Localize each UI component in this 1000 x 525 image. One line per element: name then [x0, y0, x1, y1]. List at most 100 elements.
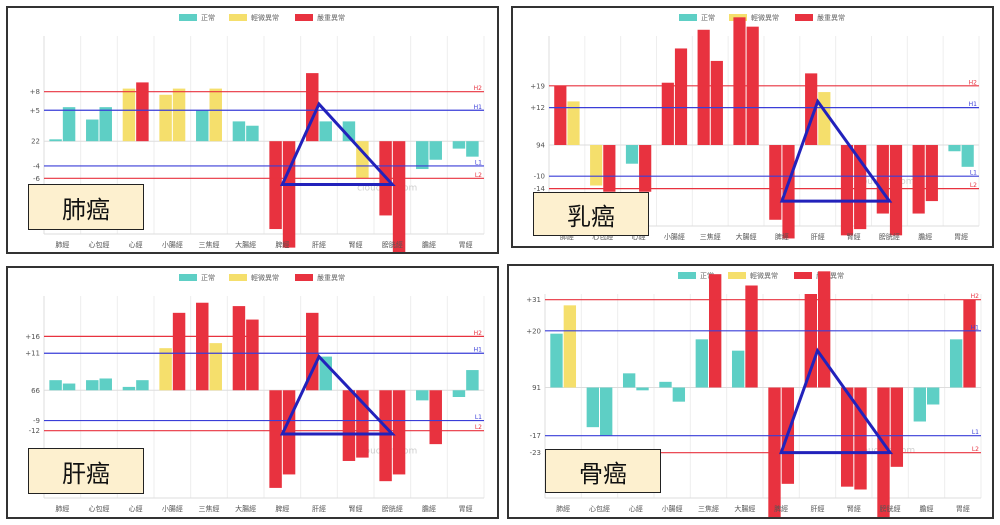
bar [209, 343, 222, 391]
bar [963, 299, 976, 388]
x-tick-label: 小腸經 [664, 232, 685, 241]
x-tick-label: 胃經 [954, 232, 968, 241]
chart-panel-liver: 正常輕微異常嚴重異常cloudcm.comH2+16H1+11L1-9L2-12… [6, 266, 499, 519]
y-tick-label: -17 [530, 432, 541, 440]
bar [122, 88, 136, 142]
cancer-label-lung: 肺癌 [28, 184, 144, 230]
bar [818, 271, 831, 388]
legend-label: 輕微異常 [750, 271, 778, 280]
reference-line-name: L1 [475, 414, 482, 421]
x-tick-label: 三焦經 [199, 240, 220, 249]
x-tick-label: 肺經 [556, 504, 570, 513]
bar [246, 319, 259, 391]
bar [429, 141, 442, 160]
triangle-annotation [280, 101, 396, 186]
y-tick-label: +11 [25, 350, 40, 358]
x-tick-label: 三焦經 [698, 504, 719, 513]
x-tick-label: 膀胱經 [879, 232, 900, 241]
legend-swatch [679, 14, 697, 21]
x-tick-label: 胃經 [459, 240, 473, 249]
y-tick-label: +31 [526, 296, 541, 304]
x-tick-label: 脾經 [775, 232, 789, 241]
bar [550, 333, 563, 388]
reference-line-name: H2 [969, 79, 978, 86]
x-tick-label: 心包經 [589, 504, 610, 513]
bar [590, 145, 603, 186]
x-tick-label: 肺經 [55, 240, 69, 249]
reference-line-name: H1 [474, 104, 483, 111]
legend-label: 嚴重異常 [817, 13, 845, 22]
y-tick-baseline: 94 [536, 142, 545, 150]
bar [86, 380, 99, 391]
legend-swatch [795, 14, 813, 21]
bar [622, 373, 636, 388]
bar [949, 339, 963, 388]
legend-swatch [229, 14, 247, 21]
bar [672, 387, 686, 402]
x-tick-label: 膀胱經 [382, 240, 403, 249]
bar [196, 110, 209, 142]
bar [567, 101, 580, 146]
bar [961, 145, 974, 167]
bar [392, 390, 406, 475]
x-tick-label: 腎經 [847, 504, 861, 513]
bar [840, 145, 854, 236]
bar [913, 387, 926, 422]
chart-panel-bone: 正常輕微異常嚴重異常cloudcm.comH2+31H1+20L1-17L2-2… [507, 264, 994, 519]
bar [466, 370, 479, 391]
y-tick-label: +8 [30, 88, 40, 96]
bar [99, 378, 112, 391]
reference-line-name: H1 [971, 324, 980, 331]
legend-label: 正常 [701, 13, 715, 22]
bar [890, 387, 904, 467]
reference-line-name: H2 [971, 293, 980, 300]
bar [466, 141, 479, 157]
legend-swatch [295, 14, 313, 21]
y-tick-label: -23 [530, 449, 541, 457]
y-tick-baseline: 91 [532, 384, 541, 392]
bar [306, 312, 319, 391]
y-tick-label: +5 [30, 107, 40, 115]
bar [282, 141, 296, 248]
x-tick-label: 肝經 [811, 232, 825, 241]
x-tick-label: 三焦經 [700, 232, 721, 241]
bar [172, 312, 186, 391]
legend-label: 嚴重異常 [317, 13, 345, 22]
bar [745, 285, 758, 388]
y-tick-label: +16 [25, 333, 40, 341]
x-tick-label: 肝經 [312, 240, 326, 249]
x-tick-label: 肺經 [560, 232, 574, 241]
bar [452, 141, 466, 149]
x-tick-label: 膀胱經 [382, 504, 403, 513]
reference-line-name: H1 [969, 101, 978, 108]
bar [136, 82, 149, 142]
triangle-annotation [279, 353, 396, 436]
x-tick-label: 腎經 [349, 504, 363, 513]
bar [782, 145, 795, 239]
cancer-label-liver: 肝癌 [28, 448, 144, 494]
bar [246, 125, 259, 142]
bar [342, 121, 356, 142]
reference-line-name: L1 [970, 170, 977, 177]
chart-panel-breast: 正常輕微異常嚴重異常cloudcm.comH2+19H1+12L1-10L2-1… [511, 6, 994, 248]
legend-swatch [794, 272, 812, 279]
bar [600, 387, 613, 436]
bar [342, 390, 356, 461]
legend-label: 輕微異常 [251, 273, 279, 282]
reference-line-name: L2 [475, 172, 482, 179]
bar [196, 302, 209, 391]
bar [854, 145, 867, 230]
bar [695, 339, 708, 388]
legend-swatch [728, 272, 746, 279]
bar [269, 141, 282, 230]
bar [731, 350, 745, 388]
cancer-label-breast: 乳癌 [533, 192, 649, 236]
reference-line-name: L2 [475, 424, 482, 431]
bar [625, 145, 639, 164]
bar [392, 141, 406, 252]
legend-swatch [229, 274, 247, 281]
bar [840, 387, 854, 487]
x-tick-label: 大腸經 [736, 232, 757, 241]
bar [659, 381, 672, 388]
x-tick-label: 小腸經 [662, 504, 683, 513]
